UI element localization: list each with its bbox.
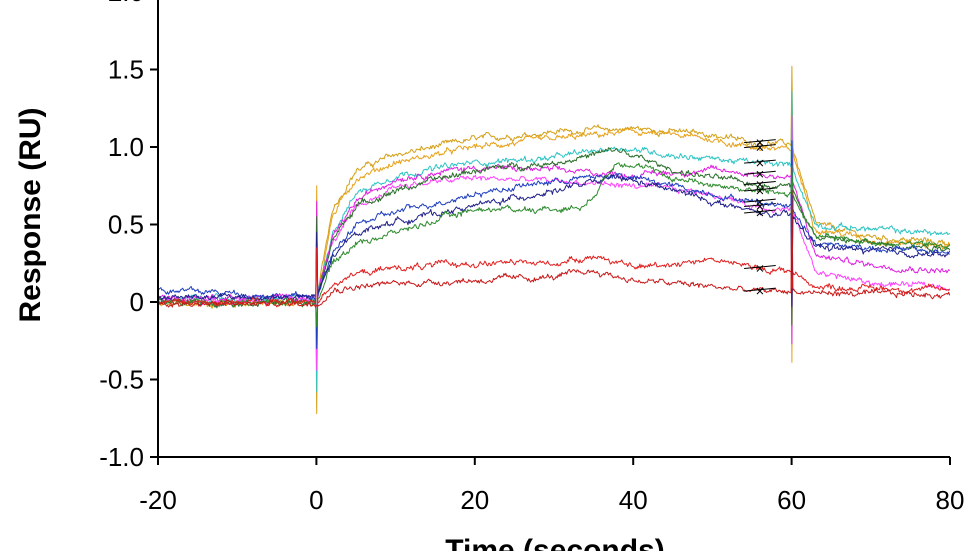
fit-cross: [756, 181, 764, 188]
y-axis-title: Response (RU): [14, 107, 47, 322]
fit-cross: [756, 170, 764, 178]
x-tick-label: 60: [777, 485, 806, 515]
y-tick-label: 1.5: [108, 55, 144, 85]
fit-cross: [756, 187, 764, 195]
fit-cross: [756, 209, 764, 217]
fit-marker: [744, 170, 776, 175]
x-axis-title: Time (seconds): [445, 534, 665, 551]
trace-orange-2: [157, 126, 951, 363]
x-tick-label: 0: [309, 485, 323, 515]
fit-cross: [756, 287, 764, 295]
fit-cross: [756, 139, 764, 147]
trace-blue-1: [157, 140, 951, 349]
fit-marker: [744, 181, 776, 186]
x-tick-label: -20: [139, 485, 177, 515]
x-tick-label: 80: [936, 485, 965, 515]
y-tick-label: 2.0: [108, 0, 144, 7]
y-tick-label: 0.5: [108, 210, 144, 240]
trace-red-2: [157, 189, 951, 308]
y-tick-label: 0: [130, 287, 144, 317]
axes-layer: [157, 0, 950, 458]
y-tick-label: 1.0: [108, 132, 144, 162]
series-layer: [157, 65, 951, 415]
fit-marker: [744, 139, 776, 144]
fit-marker: [744, 187, 776, 192]
trace-red-1: [157, 247, 951, 307]
x-tick-label: 20: [460, 485, 489, 515]
fit-marker: [744, 144, 776, 149]
trace-magenta-1: [157, 163, 951, 345]
trace-navy: [157, 174, 950, 308]
y-tick-label: -1.0: [99, 442, 144, 472]
fit-marker: [744, 198, 776, 203]
fit-marker: [744, 209, 776, 214]
fit-cross: [756, 144, 764, 151]
fit-cross: [756, 198, 764, 206]
trace-orange-1: [157, 65, 951, 415]
x-ticks: -20 0 20 40 60 80: [139, 457, 964, 515]
y-tick-label: -0.5: [99, 365, 144, 395]
fit-marker: [744, 159, 776, 164]
fit-cross: [756, 159, 764, 167]
y-ticks: -1.0 -0.5 0 0.5 1.0 1.5 2.0: [99, 0, 158, 472]
fit-cross: [756, 265, 764, 272]
x-tick-label: 40: [619, 485, 648, 515]
trace-green: [157, 162, 951, 328]
fit-marker: [744, 287, 776, 292]
trace-cyan: [157, 90, 951, 393]
fit-marker: [744, 265, 776, 270]
